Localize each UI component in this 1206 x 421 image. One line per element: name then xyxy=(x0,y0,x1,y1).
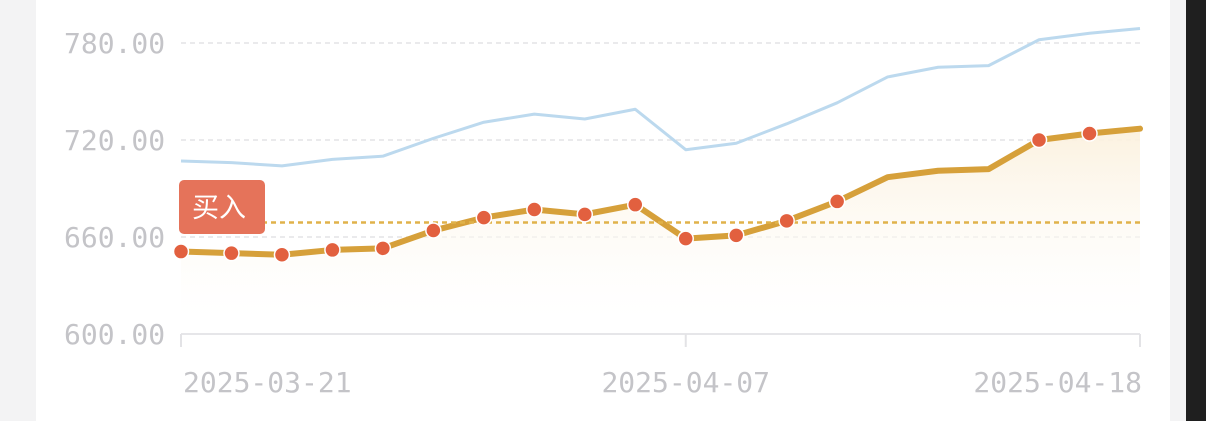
buy-badge-label: 买入 xyxy=(192,193,246,224)
window-edge xyxy=(1186,0,1206,421)
price-marker xyxy=(273,246,291,264)
y-tick-label: 660.00 xyxy=(64,221,165,254)
x-tick-label: 2025-04-07 xyxy=(601,366,770,399)
price-marker xyxy=(1030,131,1048,149)
y-axis-labels: 600.00 660.00 720.00 780.00 xyxy=(64,27,165,351)
price-marker xyxy=(172,243,190,260)
x-axis: 2025-03-21 2025-04-07 2025-04-18 xyxy=(180,333,1142,399)
x-tick-label: 2025-04-18 xyxy=(973,366,1142,399)
price-marker xyxy=(727,227,745,244)
price-marker xyxy=(425,222,442,239)
price-marker xyxy=(627,196,644,213)
y-tick-label: 600.00 xyxy=(64,318,165,351)
buy-badge xyxy=(179,180,265,234)
buy-annotation: 买入 xyxy=(179,180,265,234)
y-tick-label: 720.00 xyxy=(64,124,165,157)
price-marker xyxy=(223,244,240,262)
price-marker xyxy=(576,206,594,223)
benchmark-series-line xyxy=(180,26,1141,168)
x-tick-label: 2025-03-21 xyxy=(183,366,352,399)
price-marker xyxy=(475,209,493,226)
data-markers xyxy=(172,125,1098,264)
price-marker xyxy=(1081,125,1098,142)
price-marker xyxy=(828,193,846,210)
price-marker xyxy=(677,230,694,247)
price-marker xyxy=(778,212,795,230)
price-marker xyxy=(526,201,543,218)
price-marker xyxy=(324,241,341,259)
y-tick-label: 780.00 xyxy=(64,27,165,60)
price-marker xyxy=(374,240,392,257)
